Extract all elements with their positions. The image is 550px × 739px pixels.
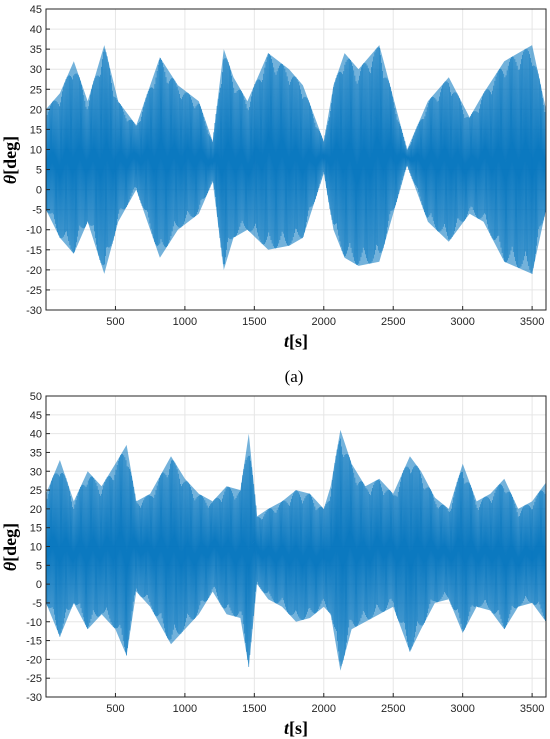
- chart-a-ytick-label: 30: [30, 64, 42, 76]
- chart-a-xtick-label: 1000: [173, 316, 197, 328]
- chart-b-marks: [45, 429, 547, 671]
- chart-a-ytick-label: 40: [30, 24, 42, 36]
- chart-a-xlabel-unit: [s]: [289, 331, 308, 351]
- chart-a-xtick-label: 2500: [381, 316, 405, 328]
- chart-a-series-line: [45, 47, 547, 274]
- chart-b-ytick-label: -10: [26, 617, 42, 629]
- chart-b-xtick-label: 500: [106, 703, 124, 715]
- chart-a-ytick-label: 15: [30, 124, 42, 136]
- chart-b-ytick-label: -25: [26, 673, 42, 685]
- chart-a-ytick-label: -25: [26, 285, 42, 297]
- chart-a-ytick-label: 35: [30, 44, 42, 56]
- chart-a-y-ticks: -30 -25 -20 -15 -10 -5 0 5 10 15 20 25 30 35 40 45: [26, 4, 50, 317]
- chart-a-ytick-label: 45: [30, 4, 42, 16]
- chart-a-frame: [45, 8, 547, 311]
- chart-a-xtick-label: 3000: [450, 316, 474, 328]
- chart-b-xlabel-var: t: [284, 718, 290, 738]
- chart-a-ytick-label: -20: [26, 265, 42, 277]
- chart-b-xtick-label: 1000: [173, 703, 197, 715]
- chart-a-ytick-label: -15: [26, 245, 42, 257]
- chart-a-ytick-label: 10: [30, 144, 42, 156]
- chart-b-ytick-label: 0: [36, 579, 42, 591]
- chart-a-xlabel-var: t: [284, 331, 290, 351]
- chart-b: -30 -25 -20 -15 -10 -5 0 5 10 15 20 25 30 35 40 45 50 50…: [0, 391, 547, 738]
- chart-a-panel-label: (a): [285, 367, 304, 386]
- chart-b-ytick-label: 15: [30, 523, 42, 535]
- chart-b-ytick-label: 50: [30, 391, 42, 403]
- chart-b-series-line: [45, 438, 547, 667]
- chart-b-xtick-label: 3500: [520, 703, 544, 715]
- chart-a-xtick-label: 3500: [520, 316, 544, 328]
- chart-a-x-ticks: 500 1000 1500 2000 2500 3000 3500: [106, 306, 544, 328]
- chart-b-ytick-label: -15: [26, 636, 42, 648]
- chart-b-ytick-label: 10: [30, 542, 42, 554]
- chart-a-ytick-label: 20: [30, 104, 42, 116]
- chart-a-ytick-label: 5: [36, 165, 42, 177]
- chart-a-ylabel-unit: [deg]: [0, 136, 20, 175]
- chart-b-ylabel-unit: [deg]: [0, 523, 20, 562]
- chart-b-xtick-label: 1500: [242, 703, 266, 715]
- chart-a-xtick-label: 500: [106, 316, 124, 328]
- chart-a-ytick-label: 0: [36, 185, 42, 197]
- chart-a-ytick-label: -30: [26, 305, 42, 317]
- chart-a-ylabel: θ[deg]: [0, 136, 20, 184]
- chart-b-ylabel: θ[deg]: [0, 523, 20, 571]
- chart-a: -30 -25 -20 -15 -10 -5 0 5 10 15 20 25 30 35 40 45 500 1…: [0, 4, 547, 386]
- chart-b-ytick-label: 25: [30, 485, 42, 497]
- chart-a-xtick-label: 2000: [312, 316, 336, 328]
- chart-b-xtick-label: 3000: [450, 703, 474, 715]
- chart-b-ytick-label: 40: [30, 429, 42, 441]
- chart-a-ylabel-var: θ: [0, 174, 20, 184]
- chart-b-xtick-label: 2500: [381, 703, 405, 715]
- chart-a-marks: [45, 45, 547, 274]
- chart-b-ytick-label: 30: [30, 466, 42, 478]
- chart-b-y-ticks: -30 -25 -20 -15 -10 -5 0 5 10 15 20 25 30 35 40 45 50: [26, 391, 50, 704]
- chart-a-ytick-label: -10: [26, 225, 42, 237]
- chart-b-xlabel: t[s]: [284, 718, 308, 738]
- chart-b-ytick-label: -20: [26, 654, 42, 666]
- chart-a-ytick-label: 25: [30, 84, 42, 96]
- chart-a-xlabel: t[s]: [284, 331, 308, 351]
- chart-b-xtick-label: 2000: [312, 703, 336, 715]
- chart-b-ytick-label: 35: [30, 447, 42, 459]
- chart-b-xlabel-unit: [s]: [289, 718, 308, 738]
- chart-b-ytick-label: 20: [30, 504, 42, 516]
- chart-b-ytick-label: 45: [30, 410, 42, 422]
- chart-b-ytick-label: -5: [32, 598, 42, 610]
- chart-a-ytick-label: -5: [32, 205, 42, 217]
- chart-b-ylabel-var: θ: [0, 561, 20, 571]
- chart-a-xtick-label: 1500: [242, 316, 266, 328]
- chart-b-x-ticks: 500 1000 1500 2000 2500 3000 3500: [106, 693, 544, 715]
- chart-b-ytick-label: 5: [36, 560, 42, 572]
- chart-b-ytick-label: -30: [26, 692, 42, 704]
